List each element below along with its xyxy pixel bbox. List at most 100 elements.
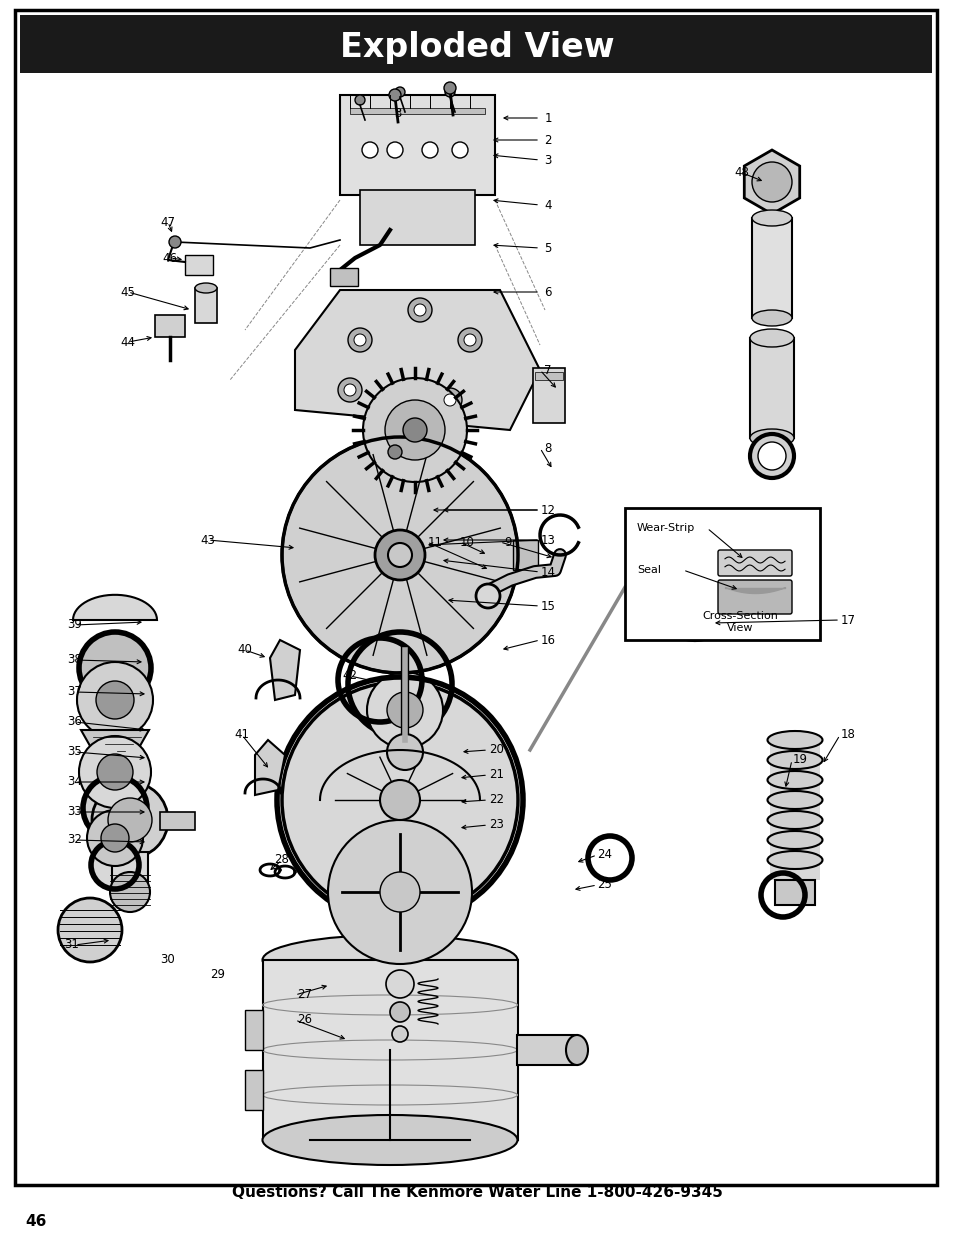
Ellipse shape — [751, 210, 791, 226]
Bar — [330, 268, 357, 287]
Circle shape — [367, 672, 442, 748]
Text: 29: 29 — [211, 968, 225, 982]
Text: 11: 11 — [427, 536, 442, 548]
Circle shape — [354, 333, 366, 346]
Ellipse shape — [751, 310, 791, 326]
Ellipse shape — [767, 771, 821, 789]
Ellipse shape — [767, 731, 821, 748]
Circle shape — [58, 898, 122, 962]
Bar — [339, 95, 495, 195]
Circle shape — [443, 82, 456, 94]
Circle shape — [101, 824, 129, 852]
Circle shape — [96, 680, 133, 719]
Text: 23: 23 — [489, 819, 504, 831]
Text: 12: 12 — [540, 504, 555, 516]
Polygon shape — [270, 640, 299, 700]
Circle shape — [388, 543, 412, 567]
Bar — [245, 1070, 263, 1110]
Text: 43: 43 — [200, 534, 215, 547]
Circle shape — [83, 776, 147, 840]
Polygon shape — [254, 740, 285, 795]
Bar — [20, 15, 931, 73]
FancyBboxPatch shape — [718, 580, 791, 614]
Circle shape — [387, 734, 422, 769]
FancyBboxPatch shape — [718, 550, 791, 576]
Text: 32: 32 — [68, 834, 82, 846]
Text: 26: 26 — [297, 1014, 313, 1026]
Text: 40: 40 — [237, 643, 253, 657]
Text: 22: 22 — [489, 794, 504, 806]
Ellipse shape — [767, 851, 821, 869]
Circle shape — [389, 89, 400, 101]
Text: 19: 19 — [792, 753, 806, 767]
Ellipse shape — [262, 1115, 517, 1165]
Ellipse shape — [565, 1035, 587, 1065]
Text: 39: 39 — [68, 619, 82, 631]
Ellipse shape — [262, 935, 517, 986]
Circle shape — [328, 820, 472, 965]
Text: 24: 24 — [597, 848, 612, 862]
Circle shape — [476, 584, 499, 608]
Circle shape — [386, 969, 414, 998]
Ellipse shape — [767, 811, 821, 829]
Circle shape — [91, 841, 139, 889]
Circle shape — [395, 86, 405, 98]
Circle shape — [355, 95, 365, 105]
Circle shape — [452, 142, 468, 158]
Text: 28: 28 — [274, 853, 289, 867]
Circle shape — [108, 798, 152, 842]
Circle shape — [79, 632, 151, 704]
Circle shape — [344, 384, 355, 396]
Circle shape — [392, 1026, 408, 1042]
Text: 46: 46 — [25, 1214, 47, 1230]
Ellipse shape — [767, 831, 821, 848]
Circle shape — [375, 530, 424, 580]
Circle shape — [282, 682, 517, 918]
Text: 3: 3 — [394, 106, 401, 120]
Circle shape — [169, 236, 181, 248]
Text: 31: 31 — [65, 939, 79, 951]
Text: 14: 14 — [540, 566, 555, 578]
Circle shape — [363, 378, 467, 482]
Text: 7: 7 — [543, 363, 551, 377]
Circle shape — [91, 782, 168, 858]
Circle shape — [758, 442, 785, 471]
Text: 38: 38 — [68, 653, 82, 667]
Text: 10: 10 — [459, 536, 474, 548]
Bar — [112, 852, 148, 887]
Ellipse shape — [749, 329, 793, 347]
Text: 13: 13 — [540, 534, 555, 547]
Text: 41: 41 — [234, 729, 250, 741]
Text: 30: 30 — [160, 953, 175, 967]
Circle shape — [110, 872, 150, 911]
Circle shape — [402, 417, 427, 442]
Text: 17: 17 — [840, 614, 855, 626]
Text: 37: 37 — [68, 685, 82, 699]
Ellipse shape — [749, 429, 793, 447]
Circle shape — [77, 662, 152, 739]
Text: 8: 8 — [544, 441, 551, 454]
Circle shape — [387, 142, 402, 158]
Polygon shape — [73, 595, 157, 620]
Circle shape — [348, 329, 372, 352]
Bar — [774, 881, 814, 905]
Bar — [245, 1010, 263, 1050]
Text: 5: 5 — [544, 242, 551, 254]
Bar — [751, 219, 791, 317]
Text: 6: 6 — [543, 285, 551, 299]
Text: 46: 46 — [162, 252, 177, 264]
Text: Cross-Section
View: Cross-Section View — [701, 611, 777, 632]
Text: Exploded View: Exploded View — [339, 31, 614, 63]
Text: 16: 16 — [540, 634, 555, 646]
Text: 48: 48 — [734, 165, 749, 179]
Bar — [749, 338, 793, 438]
Circle shape — [387, 692, 422, 727]
Text: 47: 47 — [160, 215, 175, 228]
Circle shape — [437, 388, 461, 412]
Circle shape — [390, 1002, 410, 1023]
Text: 35: 35 — [68, 746, 82, 758]
Circle shape — [444, 86, 455, 98]
Bar — [533, 368, 564, 424]
Text: 3: 3 — [544, 153, 551, 167]
Text: 44: 44 — [120, 336, 135, 348]
